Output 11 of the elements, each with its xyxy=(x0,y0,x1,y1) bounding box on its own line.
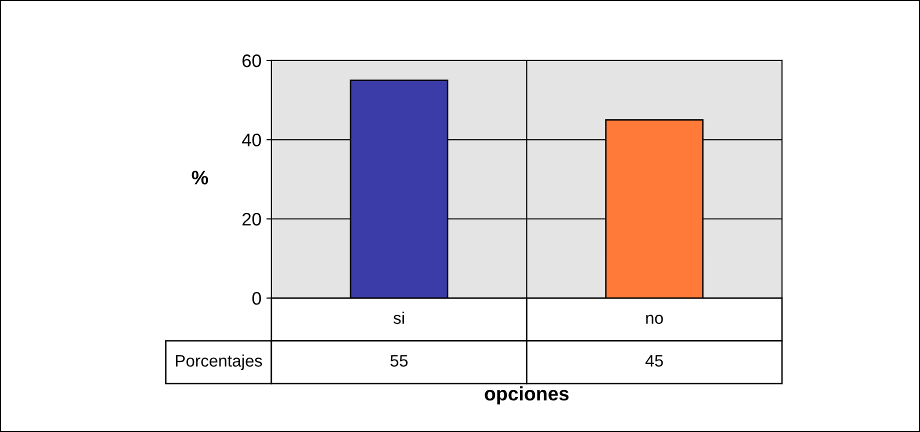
y-axis-title: % xyxy=(192,170,208,184)
data-label: 45 xyxy=(645,355,663,367)
y-tick-label: 0 xyxy=(252,292,261,305)
text: Porcentajes xyxy=(176,354,262,370)
y-tick-label: 40 xyxy=(242,134,261,146)
x-axis-title: opciones xyxy=(484,386,569,404)
y-tick-label: 20 xyxy=(242,212,261,226)
x-tick-label: si xyxy=(393,312,404,324)
x-tick-label: no xyxy=(646,314,663,324)
data-label: 55 xyxy=(390,355,408,367)
y-tick-label: 60 xyxy=(242,54,261,68)
